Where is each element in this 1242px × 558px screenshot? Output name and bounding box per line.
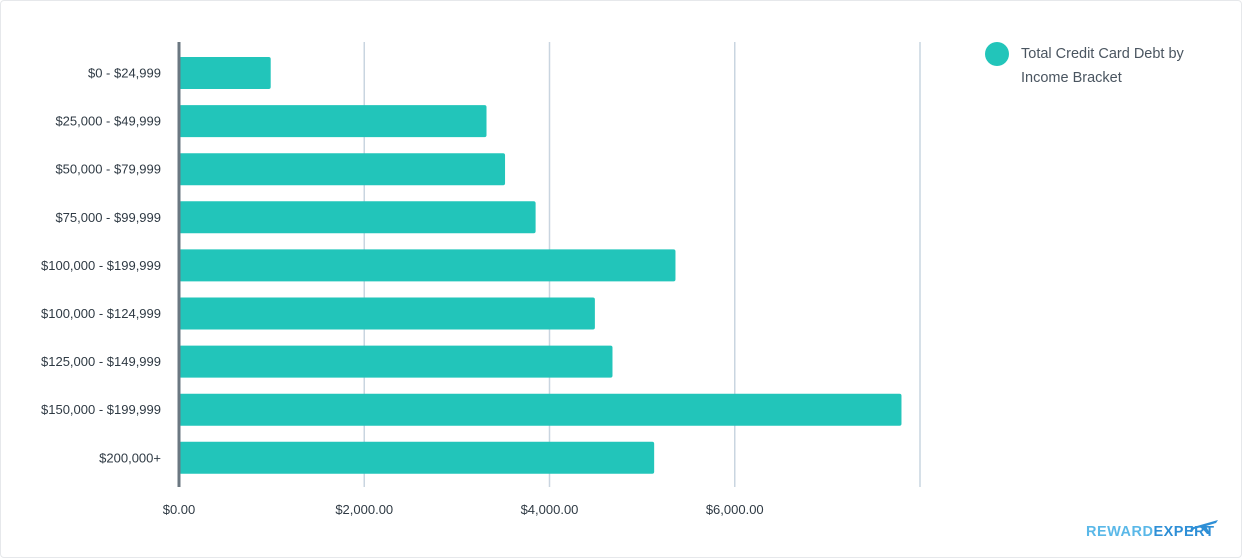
bar[interactable] bbox=[179, 105, 487, 138]
bars bbox=[179, 57, 902, 474]
bar[interactable] bbox=[179, 153, 506, 186]
category-label: $150,000 - $199,999 bbox=[41, 402, 161, 417]
bar[interactable] bbox=[179, 297, 595, 330]
category-label: $100,000 - $199,999 bbox=[41, 258, 161, 273]
category-label: $200,000+ bbox=[99, 450, 161, 465]
bar[interactable] bbox=[179, 345, 613, 378]
x-tick-label: $2,000.00 bbox=[335, 502, 393, 517]
category-label: $75,000 - $99,999 bbox=[55, 210, 161, 225]
category-label: $125,000 - $149,999 bbox=[41, 354, 161, 369]
x-tick-label: $0.00 bbox=[163, 502, 196, 517]
airplane-icon bbox=[1190, 520, 1218, 534]
bar[interactable] bbox=[179, 441, 655, 474]
category-label: $100,000 - $124,999 bbox=[41, 306, 161, 321]
logo-wordmark: REWARDEXPERT bbox=[1086, 524, 1214, 540]
legend-label: Total Credit Card Debt by Income Bracket bbox=[1021, 46, 1184, 86]
bar[interactable] bbox=[179, 57, 271, 89]
category-label: $25,000 - $49,999 bbox=[55, 114, 161, 129]
legend-swatch bbox=[985, 42, 1009, 66]
category-label: $0 - $24,999 bbox=[88, 66, 161, 81]
bar[interactable] bbox=[179, 201, 536, 234]
logo-text-expert: EXPERT bbox=[1153, 524, 1215, 540]
x-tick-label: $6,000.00 bbox=[706, 502, 764, 517]
bar[interactable] bbox=[179, 249, 676, 282]
category-labels: $0 - $24,999 $25,000 - $49,999 $50,000 - $… bbox=[41, 66, 161, 466]
x-tick-labels: $0.00 $2,000.00 $4,000.00 $6,000.00 bbox=[163, 502, 764, 517]
category-label: $50,000 - $79,999 bbox=[55, 162, 161, 177]
x-tick-label: $4,000.00 bbox=[521, 502, 579, 517]
rewardexpert-logo: REWARDEXPERT bbox=[1086, 516, 1226, 546]
logo-text-reward: REWARD bbox=[1086, 524, 1154, 540]
bar[interactable] bbox=[179, 393, 902, 426]
